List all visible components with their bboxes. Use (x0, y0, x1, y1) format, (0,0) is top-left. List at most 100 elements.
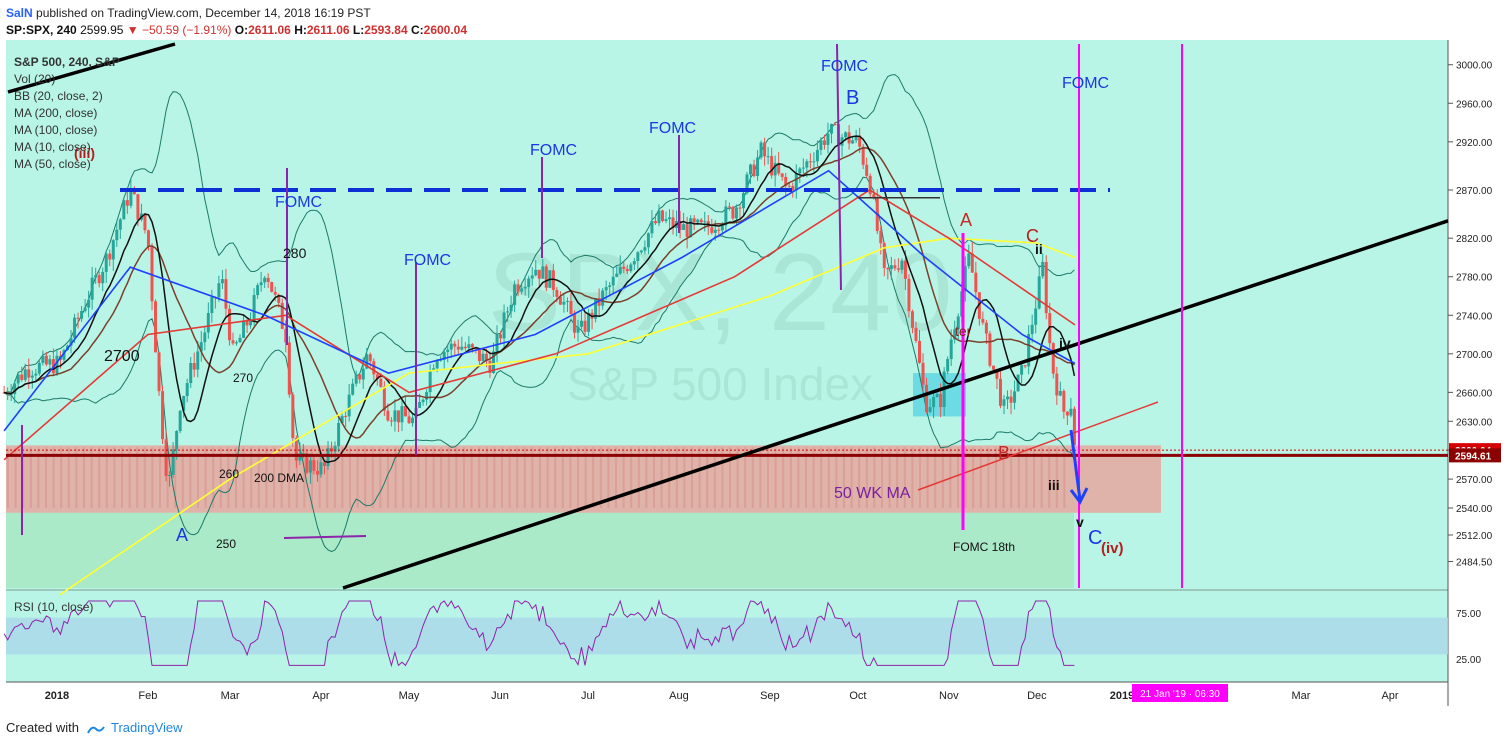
candle-body (833, 123, 837, 125)
candle-body (717, 229, 721, 231)
candle-body (453, 343, 457, 347)
rsi-indicator (3, 599, 1448, 668)
candle-body (312, 460, 316, 471)
candle-body (766, 156, 770, 158)
candle-body (386, 410, 390, 421)
candle-body (664, 219, 668, 221)
candle-body (1006, 396, 1010, 400)
candle-body (699, 219, 703, 223)
high-label: H: (294, 23, 307, 37)
candle-body (879, 230, 883, 244)
candle-body (477, 348, 481, 362)
candle-body (1044, 261, 1048, 314)
candle-body (1051, 343, 1055, 374)
candle-body (481, 353, 485, 362)
time-axis[interactable]: 2018 Feb Mar Apr May Jun Jul Aug Sep Oct Nov Dec 201… (45, 684, 1399, 702)
level-260-label: 260 (219, 467, 239, 481)
trendline-red (917, 401, 1159, 491)
indicator-legend: S&P 500, 240, S&P Vol (20) BB (20, close, … (14, 55, 120, 614)
candle-body (854, 135, 858, 141)
wave-iv-small-label: iv (1059, 335, 1071, 351)
candle-body (660, 210, 664, 221)
candle-body (780, 173, 784, 177)
high-value: 2611.06 (306, 23, 350, 37)
candle-body (692, 218, 696, 223)
candle-body (1027, 334, 1031, 367)
low-value: 2593.84 (364, 23, 408, 37)
candle-body (520, 288, 524, 292)
y-tick-label: 2660.00 (1456, 388, 1493, 399)
candle-body (925, 384, 929, 413)
candle-body (956, 316, 960, 330)
author-link[interactable]: SalN (6, 6, 33, 20)
candle-body (308, 460, 312, 473)
candle-body (1065, 411, 1069, 416)
candle-body (319, 462, 323, 475)
x-tick-label: Mar (221, 690, 240, 702)
candle-body (1030, 324, 1034, 335)
fomc-label: FOMC (1062, 75, 1109, 92)
candle-body (918, 340, 922, 363)
candle-body (935, 393, 939, 397)
candle-body (234, 342, 238, 344)
price-axis[interactable]: 3040.003000.002960.002920.002870.002820.… (1448, 40, 1501, 666)
candle-body (196, 351, 200, 370)
candle-body (154, 301, 158, 353)
candle-body (953, 329, 957, 340)
candle-body (720, 225, 724, 231)
time-cursor-bg (1132, 684, 1228, 702)
candle-body (963, 266, 967, 292)
candle-body (41, 355, 45, 363)
candle-body (168, 474, 172, 477)
wave-b-red-label: B (998, 443, 1010, 463)
wave-c-red-label: C (1026, 226, 1039, 246)
candle-body (220, 279, 224, 284)
candle-body (819, 140, 823, 150)
candle-body (710, 227, 714, 233)
candle-body (439, 359, 443, 361)
candle-body (615, 273, 619, 277)
x-tick-label: Mar (1292, 690, 1311, 702)
candle-body (752, 164, 756, 177)
candle-body (646, 233, 650, 248)
ohlc-line: SP:SPX, 240 2599.95 ▼ −50.59 (−1.91%) O:… (6, 23, 467, 37)
candle-body (734, 207, 738, 219)
candle-body (801, 167, 805, 169)
fomc-label: FOMC (275, 194, 322, 211)
candle-body (389, 420, 393, 422)
candle-body (305, 453, 309, 473)
candle-body (323, 462, 327, 466)
change-value: −50.59 (−1.91%) (142, 23, 232, 37)
candle-body (611, 276, 615, 286)
candle-body (1034, 308, 1038, 325)
fomc-label: FOMC (530, 142, 577, 159)
candle-body (558, 296, 562, 305)
open-label: O: (234, 23, 249, 37)
candle-body (115, 229, 119, 241)
candle-body (344, 415, 348, 417)
x-tick-label: Jul (581, 690, 595, 702)
candle-body (988, 333, 992, 366)
candle-body (861, 146, 865, 165)
candle-body (242, 320, 246, 338)
candle-body (425, 392, 429, 400)
candle-body (301, 453, 305, 455)
candle-body (1069, 408, 1073, 416)
fomc-label: FOMC (821, 58, 868, 75)
publish-text: published on TradingView.com, December 1… (36, 6, 371, 20)
candle-body (428, 370, 432, 393)
wave-a-label: A (176, 525, 188, 545)
projection-arrow (1069, 429, 1082, 501)
price-chart[interactable]: SPX, 240 S&P 500 Index FOMCFOMCFOMCFOMCF… (0, 40, 1508, 712)
candle-body (206, 313, 210, 333)
candle-body (277, 294, 281, 303)
wave-a-red-label: A (960, 210, 972, 230)
candle-body (749, 164, 753, 175)
candle-body (731, 207, 735, 219)
candle-body (770, 156, 774, 176)
tradingview-brand-link[interactable]: TradingView (111, 720, 183, 735)
candle-body (756, 157, 760, 177)
candle-body (1058, 390, 1062, 396)
y-tick-label: 2700.00 (1456, 350, 1493, 361)
close-value: 2600.04 (423, 23, 468, 37)
